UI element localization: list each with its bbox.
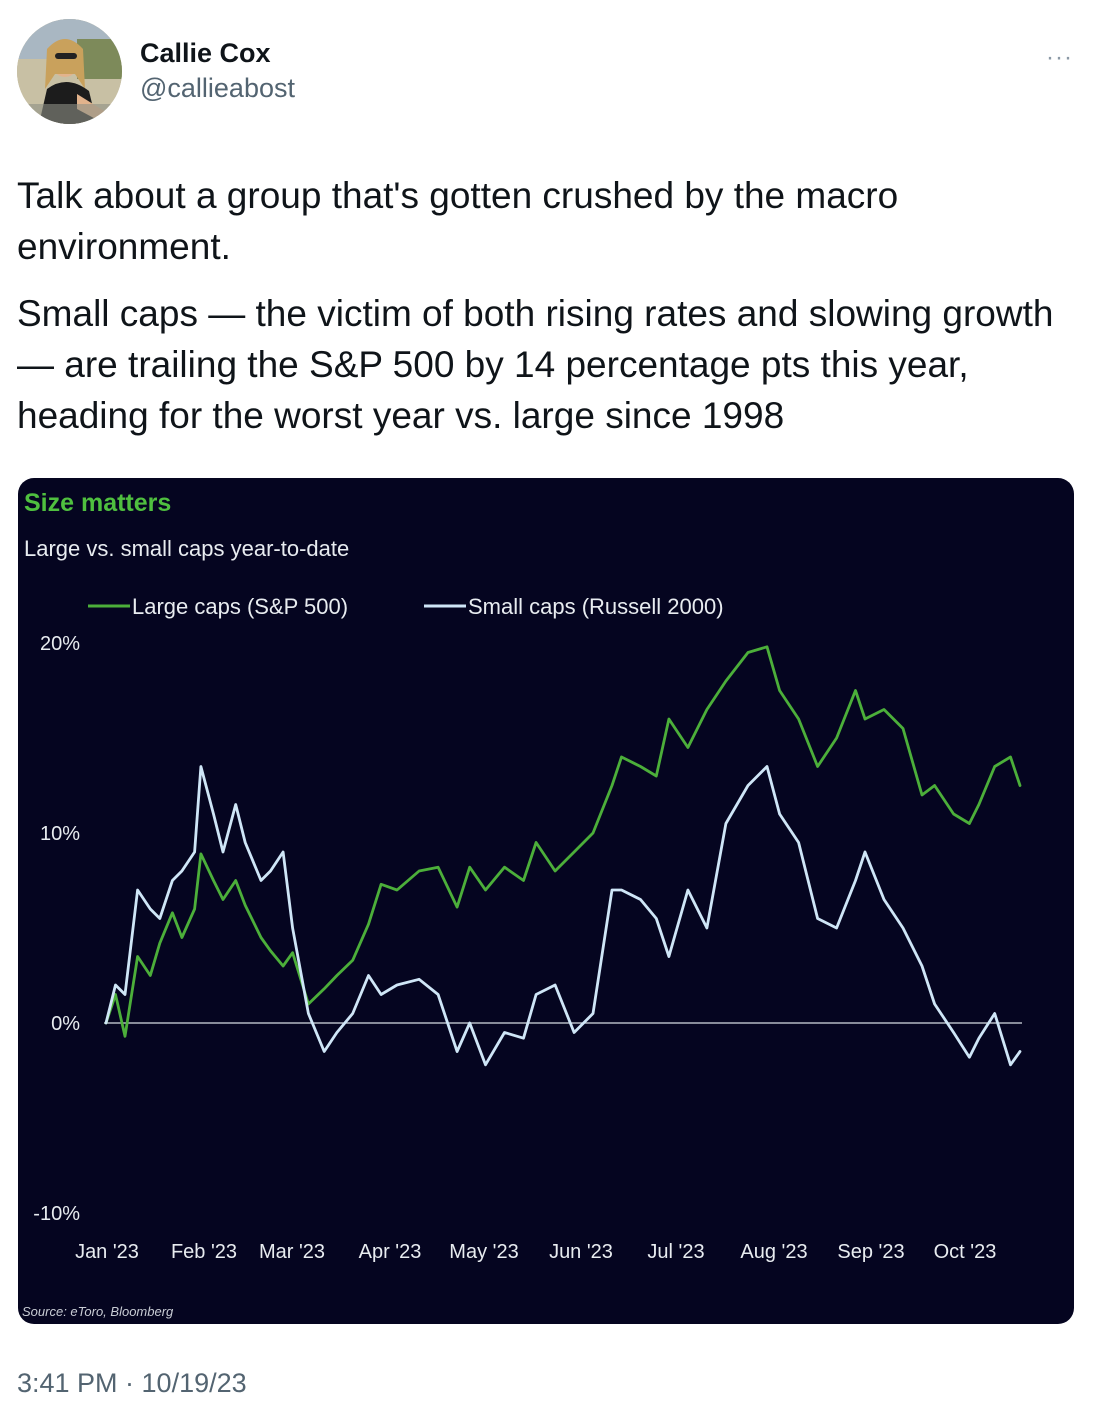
ellipsis-icon[interactable]: ··· [1046,44,1073,71]
series-layer [104,645,1022,1067]
x-axis: Jan '23 Feb '23 Mar '23 Apr '23 May '23 Jun '… [75,1241,996,1263]
author-handle[interactable]: @callieabost [140,73,295,103]
x-tick-label: Oct '23 [934,1241,997,1263]
chart-title: Size matters [24,489,171,517]
x-tick-label: Apr '23 [359,1241,422,1263]
y-tick-label: 0% [51,1013,80,1035]
x-tick-label: Aug '23 [740,1241,807,1263]
author-name[interactable]: Callie Cox [140,38,271,68]
series-line-small-caps [104,765,1022,1067]
chart-image[interactable]: Size matters Large vs. small caps year-t… [18,478,1074,1324]
chart-legend: Large caps (S&P 500) Small caps (Russell… [88,594,724,619]
tweet-timestamp[interactable]: 3:41 PM · 10/19/23 [17,1368,247,1398]
x-tick-label: Feb '23 [171,1241,237,1263]
tweet-text: Talk about a group that's gotten crushed… [17,170,1077,457]
x-tick-label: Jan '23 [75,1241,139,1263]
chart-svg: Size matters Large vs. small caps year-t… [22,489,1022,1319]
avatar[interactable] [17,19,122,124]
chart-source: Source: eToro, Bloomberg [22,1304,174,1319]
legend-label-large: Large caps (S&P 500) [132,594,348,619]
tweet-paragraph: Talk about a group that's gotten crushed… [17,175,899,267]
x-tick-label: Jul '23 [647,1241,704,1263]
x-tick-label: May '23 [449,1241,518,1263]
x-tick-label: Jun '23 [549,1241,613,1263]
y-tick-label: 20% [40,633,80,655]
x-tick-label: Sep '23 [837,1241,904,1263]
y-axis: 20% 10% 0% -10% [33,633,1022,1225]
avatar-photo [17,19,122,124]
chart-subtitle: Large vs. small caps year-to-date [24,536,349,561]
y-tick-label: -10% [33,1203,80,1225]
series-line-large-caps [104,645,1022,1038]
y-tick-label: 10% [40,823,80,845]
tweet-paragraph: Small caps — the victim of both rising r… [17,293,1054,436]
x-tick-label: Mar '23 [259,1241,325,1263]
legend-label-small: Small caps (Russell 2000) [468,594,724,619]
